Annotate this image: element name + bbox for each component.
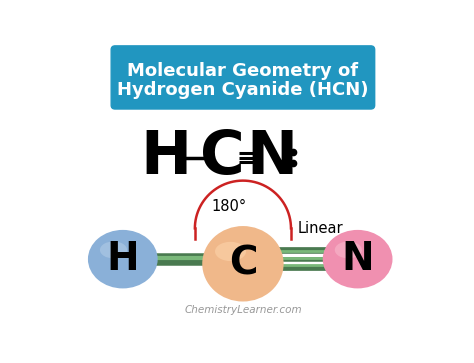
Text: 180°: 180°	[211, 199, 246, 214]
Text: H: H	[141, 128, 192, 187]
Ellipse shape	[100, 241, 127, 258]
Ellipse shape	[202, 226, 283, 302]
Text: Hydrogen Cyanide (HCN): Hydrogen Cyanide (HCN)	[117, 81, 369, 98]
Text: C: C	[228, 245, 257, 283]
Text: H: H	[107, 240, 139, 278]
Text: Linear: Linear	[297, 221, 343, 236]
Text: Molecular Geometry of: Molecular Geometry of	[128, 62, 358, 80]
FancyBboxPatch shape	[111, 46, 374, 109]
Text: C: C	[200, 128, 245, 187]
Ellipse shape	[88, 230, 158, 289]
Text: N: N	[247, 128, 298, 187]
Ellipse shape	[323, 230, 392, 289]
Text: ChemistryLearner.com: ChemistryLearner.com	[184, 305, 302, 315]
Ellipse shape	[215, 242, 246, 261]
Text: N: N	[341, 240, 374, 278]
Ellipse shape	[335, 241, 362, 258]
